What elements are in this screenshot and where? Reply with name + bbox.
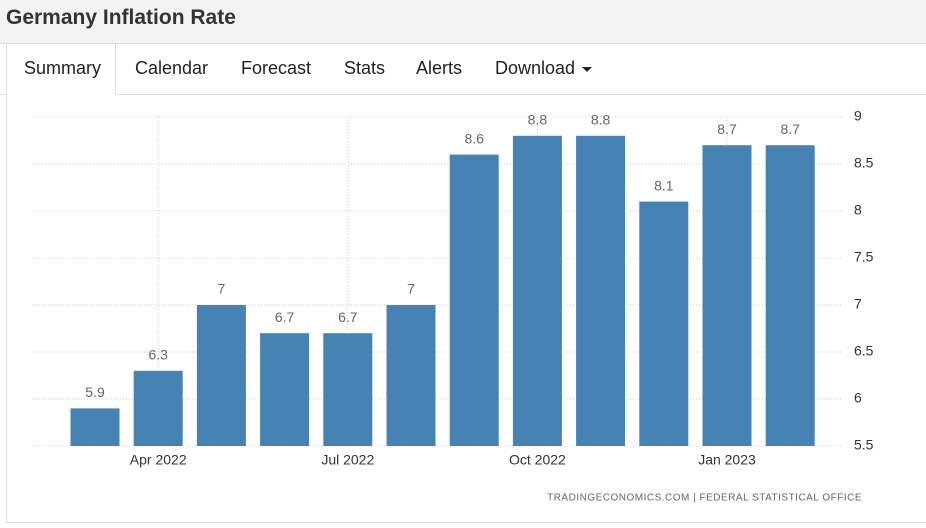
bar: [449, 154, 499, 446]
data-label: 8.7: [717, 121, 737, 137]
data-label: 8.6: [464, 130, 484, 146]
y-tick-label: 7.5: [854, 249, 874, 265]
tab-label: Download: [495, 58, 576, 78]
chart-panel: [6, 95, 926, 523]
bar: [133, 370, 183, 446]
y-tick-label: 6.5: [854, 343, 874, 359]
x-tick-label: Apr 2022: [130, 452, 187, 468]
y-tick-label: 8: [854, 202, 862, 218]
data-label: 7: [407, 281, 415, 297]
bar: [576, 135, 626, 447]
data-label: 8.8: [591, 112, 611, 128]
tab[interactable]: Download: [495, 58, 593, 79]
bar: [260, 333, 310, 446]
x-tick-label: Jan 2023: [698, 452, 756, 468]
data-label: 8.7: [780, 121, 800, 137]
data-label: 7: [218, 281, 226, 297]
data-label: 8.1: [654, 177, 674, 193]
x-tick-label: Jul 2022: [321, 452, 374, 468]
y-tick-label: 9: [854, 108, 862, 124]
bar: [70, 408, 120, 446]
header: Germany Inflation Rate: [0, 0, 926, 43]
data-label: 5.9: [85, 384, 105, 400]
page-title: Germany Inflation Rate: [6, 6, 236, 29]
bar: [386, 305, 436, 446]
bar: [196, 305, 246, 446]
y-tick-label: 7: [854, 296, 862, 312]
tab[interactable]: Forecast: [241, 58, 312, 78]
bar: [765, 145, 815, 446]
y-tick-label: 8.5: [854, 155, 874, 171]
y-tick-label: 6: [854, 390, 862, 406]
bar: [512, 135, 562, 447]
tab[interactable]: Alerts: [416, 58, 463, 78]
tab-bar: Summary Calendar Forecast Stats Alerts D…: [0, 43, 926, 95]
x-tick-label: Oct 2022: [509, 452, 566, 468]
data-label: 8.8: [528, 112, 548, 128]
bar: [323, 333, 373, 446]
y-tick-label: 5.5: [854, 437, 874, 453]
tab[interactable]: Stats: [344, 58, 386, 78]
tab[interactable]: Calendar: [135, 58, 209, 78]
data-label: 6.7: [275, 309, 295, 325]
bar: [702, 145, 752, 446]
caret-icon: [582, 66, 593, 72]
source-note: TRADINGECONOMICS.COM | FEDERAL STATISTIC…: [547, 493, 862, 504]
tab[interactable]: Summary: [6, 43, 116, 95]
data-label: 6.3: [148, 347, 168, 363]
bar: [639, 201, 689, 446]
data-label: 6.7: [338, 309, 358, 325]
